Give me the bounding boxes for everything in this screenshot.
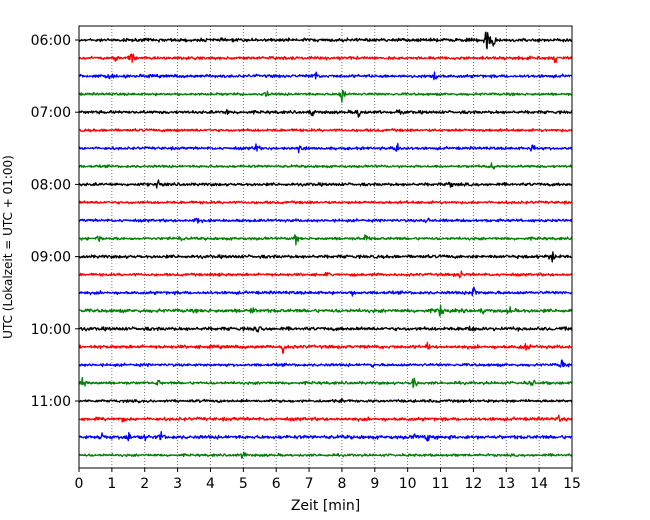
x-tick-label: 10 (399, 476, 417, 492)
plot-frame (78, 25, 573, 469)
y-axis-label: UTC (Lokalzeit = UTC + 01:00) (1, 155, 15, 339)
y-tick-label: 07:00 (31, 105, 71, 121)
trace-0900 (78, 251, 573, 263)
trace-1130 (78, 430, 573, 442)
trace-0715 (78, 128, 573, 133)
x-tick-label: 13 (497, 476, 515, 492)
trace-0615 (78, 53, 573, 64)
trace-lines (78, 31, 573, 459)
trace-1045 (78, 376, 573, 389)
trace-1000 (78, 325, 573, 333)
trace-0800 (78, 179, 573, 189)
x-axis-label: Zeit [min] (291, 498, 360, 514)
trace-0915 (78, 270, 573, 279)
x-tick-label: 9 (370, 476, 379, 492)
x-tick-label: 3 (173, 476, 182, 492)
trace-0830 (78, 217, 573, 224)
y-tick-label: 10:00 (31, 322, 71, 338)
y-axis-ticks: 06:00 07:00 08:00 09:00 10:00 11:00 (31, 33, 79, 410)
trace-0645 (78, 89, 573, 103)
x-tick-label: 2 (140, 476, 149, 492)
trace-0815 (78, 200, 573, 205)
trace-0630 (78, 71, 573, 81)
x-tick-label: 11 (432, 476, 450, 492)
trace-1115 (78, 414, 573, 423)
y-tick-label: 11:00 (31, 394, 71, 410)
x-tick-label: 8 (337, 476, 346, 492)
x-tick-label: 14 (530, 476, 548, 492)
trace-1015 (78, 341, 573, 354)
trace-0745 (78, 162, 573, 170)
trace-0600 (78, 31, 573, 50)
trace-0845 (78, 234, 573, 246)
trace-1030 (78, 359, 573, 368)
x-tick-label: 7 (305, 476, 314, 492)
trace-0945 (78, 304, 573, 317)
trace-1100 (78, 397, 573, 404)
y-tick-label: 09:00 (31, 250, 71, 266)
y-tick-label: 06:00 (31, 33, 71, 49)
x-axis-ticks: 0 1 2 3 4 5 6 7 8 9 10 11 12 13 14 15 (75, 468, 581, 492)
trace-0730 (78, 142, 573, 154)
x-tick-label: 5 (239, 476, 248, 492)
trace-1145 (78, 451, 573, 459)
trace-0930 (78, 286, 573, 297)
x-tick-label: 4 (206, 476, 215, 492)
x-tick-label: 1 (107, 476, 116, 492)
x-tick-label: 0 (75, 476, 84, 492)
y-tick-label: 08:00 (31, 177, 71, 193)
x-tick-label: 12 (464, 476, 482, 492)
x-tick-label: 15 (563, 476, 581, 492)
x-tick-label: 6 (272, 476, 281, 492)
trace-0700 (78, 109, 573, 118)
